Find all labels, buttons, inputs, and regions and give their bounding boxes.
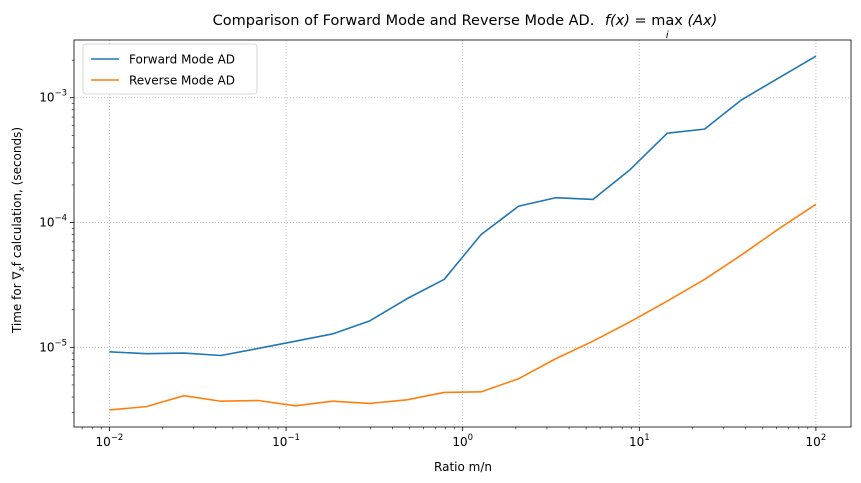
y-tick-label: 10−5 bbox=[39, 338, 67, 354]
y-tick-label: 10−4 bbox=[39, 214, 67, 230]
chart-title-math-op: max bbox=[651, 13, 683, 29]
y-axis-label-sub: x bbox=[17, 266, 27, 273]
chart-title-math-lhs: f(x) = bbox=[605, 13, 651, 29]
x-tick-label: 10−2 bbox=[96, 433, 124, 449]
chart-title: Comparison of Forward Mode and Reverse M… bbox=[213, 13, 718, 29]
series-layer bbox=[109, 55, 817, 411]
ticks: 10−2 10−1 100 101 102 10−5 10−4 10−3 bbox=[39, 59, 827, 449]
chart-title-text: Comparison of Forward Mode and Reverse M… bbox=[213, 13, 595, 29]
y-axis-label-pre: Time for bbox=[10, 280, 24, 335]
chart-title-math-op-subscript: i bbox=[666, 30, 669, 41]
grid bbox=[74, 40, 851, 427]
y-axis-label: Time for ∇xf calculation, (seconds) bbox=[10, 127, 27, 334]
y-axis-label-post: f calculation, (seconds) bbox=[10, 127, 24, 266]
chart-title-math-rhs: (Ax) bbox=[688, 13, 718, 29]
legend: Forward Mode AD Reverse Mode AD bbox=[82, 43, 258, 95]
y-axis-label-nabla: ∇ bbox=[10, 271, 24, 281]
x-tick-label: 10−1 bbox=[272, 433, 300, 449]
x-axis-label: Ratio m/n bbox=[434, 460, 492, 474]
legend-label-reverse: Reverse Mode AD bbox=[129, 74, 235, 88]
x-tick-label: 100 bbox=[452, 433, 473, 449]
legend-label-forward: Forward Mode AD bbox=[129, 53, 235, 67]
x-tick-label: 101 bbox=[629, 433, 650, 449]
series-line-forward-mode bbox=[109, 55, 817, 357]
x-tick-label: 102 bbox=[806, 433, 827, 449]
y-tick-label: 10−3 bbox=[39, 89, 67, 105]
series-line-reverse-mode bbox=[109, 203, 817, 411]
legend-box bbox=[82, 43, 258, 95]
